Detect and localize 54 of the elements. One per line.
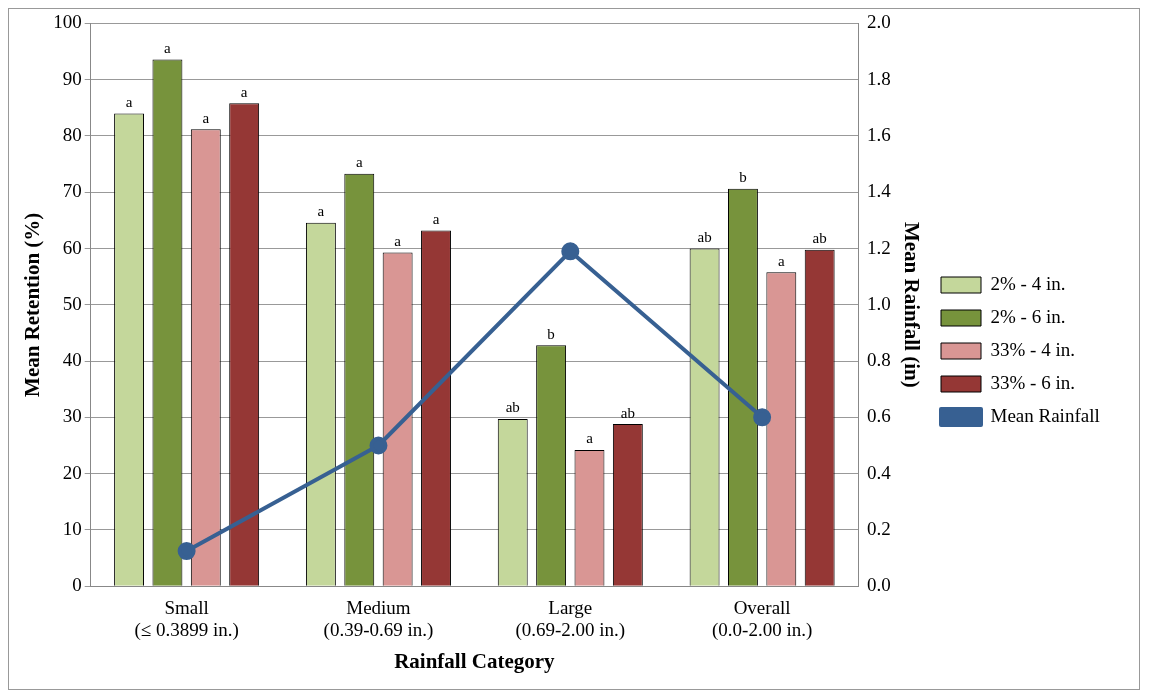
data-label: ab [620, 404, 635, 421]
x-axis-title: Rainfall Category [394, 648, 556, 673]
y2-tick-label: 0.4 [867, 461, 892, 483]
y-tick-label: 0 [72, 574, 82, 596]
y-tick-label: 100 [53, 11, 82, 33]
y2-axis-title: Mean Rainfall (in) [899, 221, 924, 388]
y-tick-label: 70 [62, 180, 82, 202]
legend-label: 2% - 4 in. [990, 272, 1066, 294]
legend-label: 33% - 6 in. [990, 371, 1075, 393]
data-label: a [394, 232, 402, 249]
y2-tick-label: 0.6 [867, 405, 891, 427]
y-tick-label: 80 [62, 123, 82, 145]
data-label: a [432, 210, 440, 227]
y-tick-label: 30 [62, 405, 82, 427]
legend-label: 2% - 6 in. [990, 305, 1066, 327]
y2-tick-label: 0.2 [867, 517, 891, 539]
data-label: b [739, 169, 747, 186]
x-tick-label: Overall (0.0-2.00 in.) [712, 596, 813, 642]
y2-tick-label: 0.0 [867, 574, 891, 596]
y-tick-label: 40 [62, 349, 82, 371]
data-label: a [240, 83, 248, 100]
data-label: b [547, 325, 555, 342]
data-label: a [355, 154, 363, 171]
x-tick-label: Medium (0.39-0.69 in.) [323, 596, 434, 642]
y2-tick-label: 1.8 [867, 67, 891, 89]
x-tick-label: Small (≤ 0.3899 in.) [134, 596, 239, 642]
point [753, 408, 772, 427]
y-tick-label: 60 [62, 236, 82, 258]
y-tick-label: 50 [62, 292, 82, 314]
data-label: a [586, 430, 594, 447]
y2-tick-label: 1.2 [867, 236, 891, 258]
point [369, 436, 388, 455]
y-axis-title: Mean Retention (%) [20, 212, 45, 397]
y-tick-label: 20 [62, 461, 82, 483]
point [561, 242, 580, 261]
legend-label: Mean Rainfall [990, 404, 1100, 426]
y2-tick-label: 0.8 [867, 349, 891, 371]
data-label: a [777, 252, 785, 269]
legend-label: 33% - 4 in. [990, 338, 1075, 360]
point [177, 542, 196, 561]
x-tick-label: Large (0.69-2.00 in.) [515, 596, 626, 642]
y-tick-label: 10 [62, 517, 82, 539]
data-label: ab [505, 399, 520, 416]
data-label: a [202, 109, 210, 126]
data-label: ab [697, 228, 712, 245]
y-tick-label: 90 [62, 67, 82, 89]
data-label: a [125, 93, 133, 110]
data-label: ab [812, 230, 827, 247]
y2-tick-label: 1.6 [867, 123, 891, 145]
y2-tick-label: 1.4 [867, 180, 892, 202]
data-label: a [317, 203, 325, 220]
y2-tick-label: 1.0 [867, 292, 891, 314]
y2-tick-label: 2.0 [867, 11, 891, 33]
data-label: a [164, 39, 172, 56]
